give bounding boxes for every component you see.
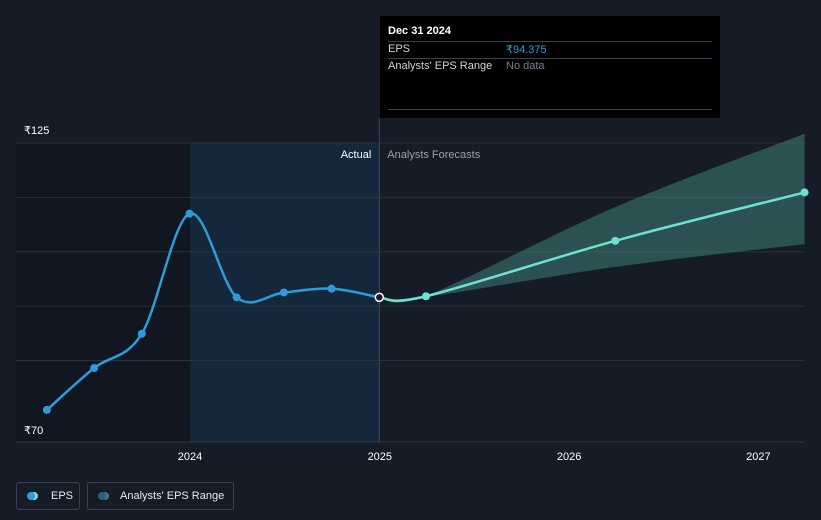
eps-forecast-point bbox=[421, 292, 430, 301]
x-tick-label: 2026 bbox=[557, 451, 581, 463]
tooltip-row-range: Analysts' EPS Range No data bbox=[388, 58, 712, 75]
eps-actual-point bbox=[90, 364, 99, 373]
tooltip-eps-value: ₹94.375 bbox=[506, 44, 547, 56]
actual-section-label: Actual bbox=[341, 149, 372, 161]
eps-actual-point bbox=[42, 405, 51, 414]
x-tick-label: 2025 bbox=[368, 451, 392, 463]
tooltip-range-label: Analysts' EPS Range bbox=[388, 60, 493, 72]
x-tick-label: 2027 bbox=[746, 451, 770, 463]
legend-range-label: Analysts' EPS Range bbox=[120, 490, 225, 502]
legend-eps-label: EPS bbox=[51, 490, 74, 502]
x-tick-label: 2024 bbox=[178, 451, 202, 463]
eps-highlight-point bbox=[374, 292, 385, 303]
y-tick-label: ₹70 bbox=[24, 425, 43, 437]
eps-actual-point bbox=[232, 293, 241, 302]
range-legend-dot-actual bbox=[98, 492, 106, 500]
eps-actual-point bbox=[185, 209, 194, 218]
eps-legend-dot-actual bbox=[27, 492, 35, 500]
legend-item-eps[interactable]: EPS bbox=[16, 482, 80, 510]
eps-forecast-point bbox=[800, 188, 809, 197]
eps-actual-point bbox=[279, 288, 288, 297]
forecast-section-label: Analysts Forecasts bbox=[387, 149, 480, 161]
y-tick-label: ₹125 bbox=[24, 125, 49, 137]
tooltip-divider bbox=[388, 109, 712, 110]
eps-actual-line bbox=[46, 212, 380, 411]
eps-actual-point bbox=[327, 284, 336, 293]
eps-forecast-line bbox=[379, 191, 805, 302]
past-region bbox=[16, 143, 190, 442]
chart-tooltip: Dec 31 2024 EPS ₹94.375 Analysts' EPS Ra… bbox=[380, 16, 720, 118]
tooltip-date: Dec 31 2024 bbox=[388, 25, 451, 37]
tooltip-divider bbox=[388, 41, 712, 42]
analysts-eps-range-band bbox=[379, 133, 805, 303]
tooltip-row-eps: EPS ₹94.375 bbox=[388, 41, 712, 58]
legend-item-analysts-range[interactable]: Analysts' EPS Range bbox=[87, 482, 234, 510]
tooltip-range-value: No data bbox=[506, 60, 545, 72]
eps-actual-point bbox=[137, 329, 146, 338]
tooltip-divider bbox=[388, 58, 712, 59]
eps-forecast-point bbox=[611, 236, 620, 245]
tooltip-eps-label: EPS bbox=[388, 43, 411, 55]
